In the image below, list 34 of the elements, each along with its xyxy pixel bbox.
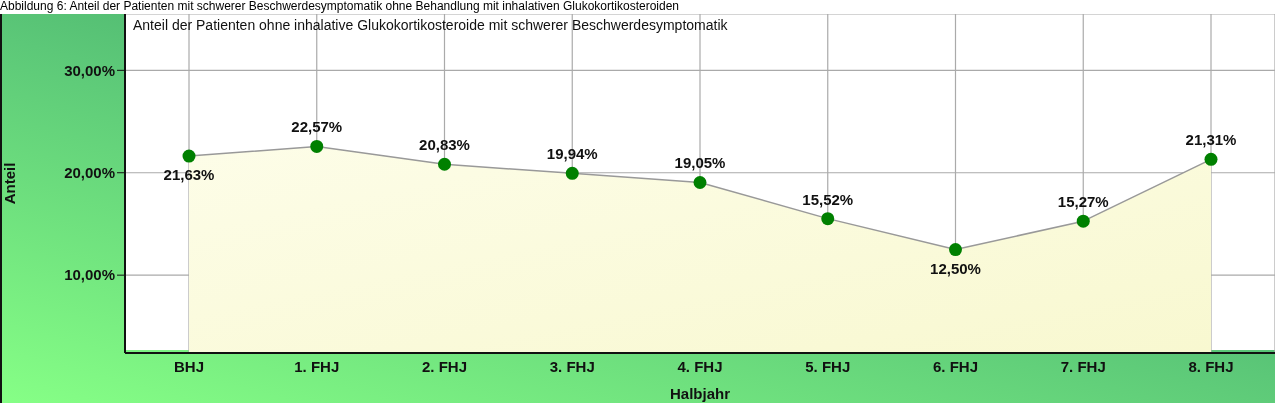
point	[565, 166, 579, 180]
text: 20,83%	[419, 136, 470, 154]
y-tick-label: 20,00%	[64, 164, 115, 182]
point	[949, 243, 962, 257]
x-tick-label: 6. FHJ	[932, 357, 979, 375]
x-tick-label: 7. FHJ	[1060, 357, 1106, 375]
text: 22,57%	[291, 118, 343, 136]
x-tick-label: 1. FHJ	[294, 357, 340, 375]
text: 12,50%	[930, 259, 981, 277]
x-axis-title: Halbjahr	[669, 385, 731, 402]
point	[438, 157, 451, 171]
text: 15,27%	[1057, 193, 1109, 211]
x-tick-label: 8. FHJ	[1188, 357, 1234, 375]
text: 19,05%	[674, 154, 726, 172]
point	[1204, 152, 1218, 166]
text: 21,31%	[1185, 131, 1237, 149]
text: 19,94%	[546, 145, 598, 163]
point	[693, 175, 707, 189]
x-tick-label: 2. FHJ	[421, 357, 468, 375]
text: 15,52%	[802, 190, 854, 208]
point	[1076, 214, 1090, 228]
chart-title: Anteil der Patienten ohne inhalative Glukokortikosteroide mit schwerer Beschwerdesymptomatik	[133, 17, 729, 33]
x-tick-label: BHJ	[173, 357, 205, 375]
x-tick-label: 3. FHJ	[549, 357, 595, 375]
y-tick-label: 30,00%	[64, 61, 115, 79]
point	[182, 149, 196, 163]
x-tick-label: 4. FHJ	[677, 357, 723, 375]
y-axis-title: Anteil	[1, 162, 19, 205]
text: Abbildung 6: Anteil der Patienten mit schwerer Beschwerdesymptomatik ohne Behandlung mit inhalativen Glukokortikosteroiden	[0, 0, 1275, 13]
x-tick-label: 5. FHJ	[805, 357, 851, 375]
point	[310, 139, 324, 153]
point	[821, 212, 835, 226]
y-tick-label: 10,00%	[64, 266, 115, 284]
text: 21,63%	[163, 166, 215, 184]
